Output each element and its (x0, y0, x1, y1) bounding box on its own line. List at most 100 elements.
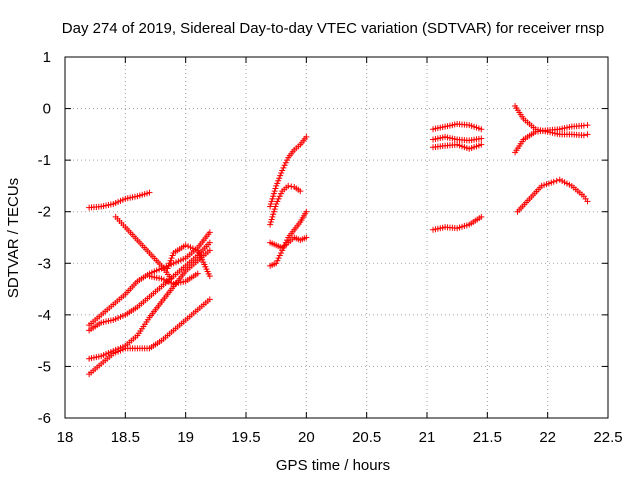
data-point (267, 203, 274, 210)
data-point (277, 249, 284, 256)
x-axis-label: GPS time / hours (276, 457, 390, 474)
data-point (270, 190, 277, 197)
data-point (478, 213, 485, 220)
data-point (168, 255, 175, 262)
series-arc19 (514, 176, 591, 215)
data-point (269, 195, 276, 202)
data-point (303, 208, 310, 215)
y-tick-labels: -6 -5 -4 -3 -2 -1 0 1 (38, 49, 51, 427)
data-point (274, 198, 281, 205)
data-point (276, 175, 283, 182)
series-arc6 (86, 296, 213, 378)
data-point (146, 189, 153, 196)
data-point (279, 247, 286, 254)
data-point (284, 157, 291, 164)
data-point (281, 242, 288, 249)
data-point (270, 211, 277, 218)
data-point (272, 185, 279, 192)
data-point (268, 198, 275, 205)
data-point (478, 135, 485, 142)
data-point (194, 270, 201, 277)
data-point (280, 164, 287, 171)
data-point (167, 257, 174, 264)
data-point (271, 188, 278, 195)
x-tick-labels: 18 18.5 19 19.5 20 20.5 21 21.5 22 22.5 (57, 429, 623, 446)
data-point (278, 170, 285, 177)
data-point (275, 177, 282, 184)
data-point (276, 252, 283, 259)
y-tick-label: -5 (38, 358, 51, 375)
data-point (280, 244, 287, 251)
series-arc15 (430, 141, 485, 152)
data-point (206, 239, 213, 246)
y-tick-label: 0 (43, 101, 51, 118)
series-arc3 (86, 229, 213, 329)
data-point (288, 183, 295, 190)
data-point (303, 133, 310, 140)
x-tick-label: 20 (298, 429, 315, 446)
data-point (206, 229, 213, 236)
data-point (206, 247, 213, 254)
data-point (281, 162, 288, 169)
data-point (267, 221, 274, 228)
series-arc12 (267, 208, 310, 269)
data-point (276, 193, 283, 200)
data-point (282, 239, 289, 246)
series-arc10 (267, 182, 304, 228)
data-point (272, 203, 279, 210)
series-arc18 (512, 122, 591, 156)
data-point (165, 262, 172, 269)
data-point (169, 252, 176, 259)
data-point (271, 206, 278, 213)
x-tick-label: 20.5 (352, 429, 381, 446)
data-point (303, 234, 310, 241)
series-arc8 (146, 270, 201, 287)
data-point (277, 172, 284, 179)
data-point (550, 178, 557, 185)
data-point (584, 122, 591, 129)
data-point (580, 122, 587, 129)
data-point (275, 255, 282, 262)
data-point (273, 182, 280, 189)
y-tick-label: -3 (38, 255, 51, 272)
series-arc9 (267, 133, 310, 210)
data-point (478, 141, 485, 148)
series-arc16 (430, 213, 485, 233)
x-tick-label: 18 (57, 429, 74, 446)
plot-frame (64, 56, 609, 419)
series-arc1 (86, 189, 153, 211)
y-tick-label: -4 (38, 307, 51, 324)
data-point (166, 260, 173, 267)
y-tick-label: 1 (43, 49, 51, 66)
x-tick-label: 21.5 (473, 429, 502, 446)
data-point (277, 190, 284, 197)
data-point (584, 131, 591, 138)
y-tick-label: -1 (38, 152, 51, 169)
data-point (206, 273, 213, 280)
x-tick-label: 19.5 (231, 429, 260, 446)
series-arc14 (430, 133, 485, 144)
data-point (164, 265, 171, 272)
data-point (285, 182, 292, 189)
data-point (269, 213, 276, 220)
data-point (275, 195, 282, 202)
data-point (268, 216, 275, 223)
data-point (584, 198, 591, 205)
chart-title: Day 274 of 2019, Sidereal Day-to-day VTE… (62, 20, 604, 37)
data-point (273, 200, 280, 207)
x-tick-label: 22.5 (593, 429, 622, 446)
data-point (284, 237, 291, 244)
data-point (297, 188, 304, 195)
data-points (86, 102, 591, 378)
data-point (267, 200, 274, 207)
data-point (478, 126, 485, 133)
x-tick-label: 21 (419, 429, 436, 446)
data-point (273, 260, 280, 267)
data-point (274, 180, 281, 187)
series-arc13 (430, 121, 485, 133)
data-point (206, 296, 213, 303)
series-arc4 (86, 239, 213, 334)
y-tick-label: -6 (38, 410, 51, 427)
